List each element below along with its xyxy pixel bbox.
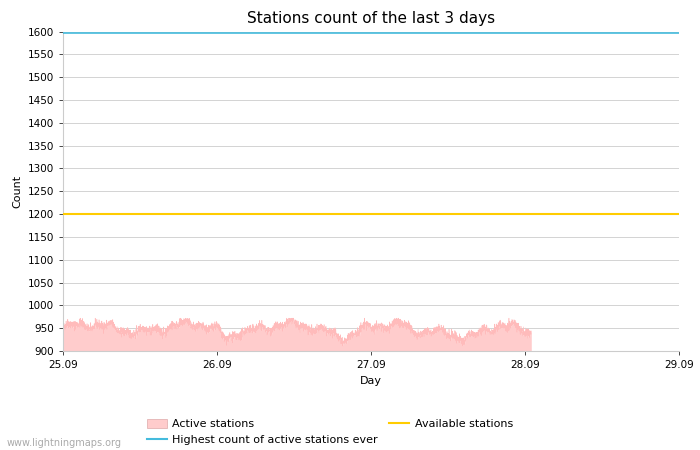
Title: Stations count of the last 3 days: Stations count of the last 3 days [247,11,495,26]
Legend: Active stations, Highest count of active stations ever, Available stations: Active stations, Highest count of active… [143,414,517,450]
Text: www.lightningmaps.org: www.lightningmaps.org [7,438,122,448]
Y-axis label: Count: Count [12,175,22,208]
X-axis label: Day: Day [360,376,382,386]
